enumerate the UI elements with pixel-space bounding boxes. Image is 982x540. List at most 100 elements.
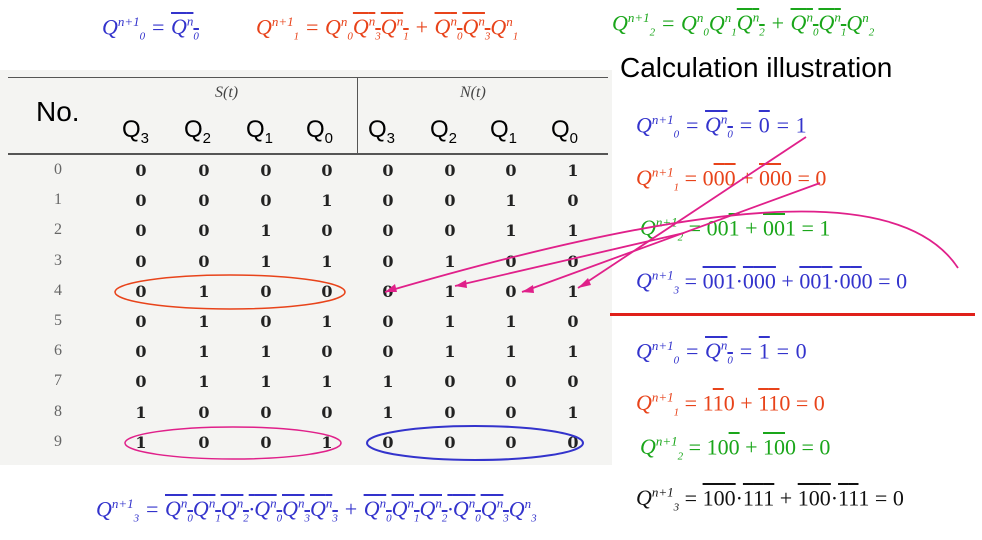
calc-lower-q2: Qn+12 = 100 + 100 = 0 (640, 434, 831, 463)
state-cell-s: 0 (321, 281, 333, 301)
state-cell-n: 0 (505, 402, 517, 422)
state-cell-n: 1 (505, 342, 517, 362)
state-cell-n: 0 (444, 402, 456, 422)
state-cell-s: 0 (198, 251, 210, 271)
state-cell-s: 0 (260, 402, 272, 422)
state-cell-s: 0 (135, 251, 147, 271)
state-cell-s: 0 (198, 432, 210, 452)
state-cell-n: 0 (505, 251, 517, 271)
eq-q0-top: Qn+10 = Qn0 (102, 14, 199, 43)
state-cell-s: 0 (198, 221, 210, 241)
group-label-s: S(t) (215, 84, 239, 101)
eq-q2-top: Qn+12 = Qn0Qn1Qn2 + Qn0Qn1Qn2 (612, 10, 875, 39)
state-cell-n: 1 (505, 221, 517, 241)
col-head-s-q1: Q1 (246, 116, 274, 147)
red-divider (610, 313, 975, 316)
col-head-n-q3: Q3 (368, 116, 396, 147)
col-head-s-q0: Q0 (306, 116, 334, 147)
state-cell-s: 0 (260, 281, 272, 301)
state-cell-n: 1 (444, 342, 456, 362)
eq-q3-bottom: Qn+13 = Qn0Qn1Qn2·Qn0Qn3Qn3 + Qn0Qn1Qn2·… (96, 496, 537, 525)
calc-lower-q1: Qn+11 = 110 + 110 = 0 (636, 390, 825, 419)
state-cell-s: 1 (260, 251, 272, 271)
state-cell-s: 1 (135, 432, 147, 452)
row-number: 0 (54, 161, 62, 178)
calc-upper-q0: Qn+10 = Qn0 = 0 = 1 (636, 112, 807, 141)
col-head-n-q2: Q2 (430, 116, 458, 147)
state-cell-n: 0 (382, 342, 394, 362)
state-cell-n: 0 (444, 191, 456, 211)
highlight-ellipse-row9-n (366, 425, 584, 461)
state-cell-s: 1 (321, 372, 333, 392)
state-cell-s: 0 (321, 161, 333, 180)
state-cell-n: 0 (567, 372, 579, 392)
state-cell-s: 0 (135, 161, 147, 180)
table-top-rule (8, 77, 608, 78)
row-number: 8 (54, 402, 62, 420)
state-cell-s: 0 (198, 161, 210, 180)
state-cell-n: 0 (382, 191, 394, 211)
col-head-s-q2: Q2 (184, 116, 212, 147)
state-cell-n: 1 (567, 281, 579, 301)
state-cell-s: 0 (135, 312, 147, 331)
highlight-ellipse-row9-s (124, 426, 342, 460)
state-cell-s: 0 (260, 432, 272, 452)
group-label-n: N(t) (460, 84, 486, 101)
arrow-heads (385, 278, 591, 293)
state-cell-n: 1 (567, 402, 579, 422)
state-cell-s: 0 (198, 402, 210, 422)
state-cell-n: 1 (444, 312, 456, 331)
col-head-n-q1: Q1 (490, 116, 518, 147)
state-cell-n: 0 (567, 312, 579, 331)
calc-title: Calculation illustration (620, 52, 893, 83)
state-cell-n: 0 (567, 191, 579, 211)
state-cell-s: 0 (321, 342, 333, 362)
state-cell-s: 0 (198, 191, 210, 211)
state-cell-n: 0 (505, 281, 517, 301)
state-cell-n: 1 (382, 372, 394, 392)
table-no-label: No. (36, 96, 80, 127)
row-number: 3 (54, 251, 62, 269)
state-cell-s: 0 (135, 221, 147, 241)
state-cell-s: 1 (198, 281, 210, 301)
state-cell-s: 0 (135, 372, 147, 392)
state-cell-s: 1 (260, 372, 272, 392)
row-number: 5 (54, 312, 62, 329)
state-cell-s: 0 (135, 191, 147, 211)
state-cell-s: 1 (198, 312, 210, 331)
state-cell-n: 0 (444, 372, 456, 392)
calc-upper-q1: Qn+11 = 000 + 000 = 0 (636, 165, 827, 194)
state-cell-n: 0 (505, 372, 517, 392)
row-number: 4 (54, 281, 62, 299)
state-cell-n: 0 (505, 161, 517, 180)
state-cell-n: 1 (444, 251, 456, 271)
state-cell-s: 0 (260, 191, 272, 211)
state-cell-s: 1 (321, 251, 333, 271)
state-cell-n: 0 (567, 432, 579, 452)
state-cell-n: 1 (505, 191, 517, 211)
state-cell-s: 1 (321, 191, 333, 211)
state-cell-n: 1 (444, 281, 456, 301)
col-head-n-q0: Q0 (551, 116, 579, 147)
state-cell-n: 0 (444, 161, 456, 180)
state-cell-s: 1 (321, 312, 333, 331)
state-cell-s: 0 (321, 402, 333, 422)
state-cell-n: 0 (505, 432, 517, 452)
row-number: 9 (54, 432, 62, 450)
row-number: 6 (54, 342, 62, 360)
eq-q1-top: Qn+11 = Qn0Qn3Qn1 + Qn0Qn3Qn1 (256, 14, 519, 43)
state-cell-s: 1 (198, 372, 210, 392)
state-cell-n: 0 (444, 432, 456, 452)
state-cell-n: 1 (382, 402, 394, 422)
state-cell-n: 1 (567, 342, 579, 362)
row-number: 1 (54, 191, 62, 209)
state-cell-n: 0 (382, 432, 394, 452)
calc-lower-q3: Qn+13 = 100·111 + 100·111 = 0 (636, 485, 904, 514)
calc-upper-q3: Qn+13 = 001·000 + 001·000 = 0 (636, 268, 908, 297)
state-cell-n: 0 (567, 251, 579, 271)
state-cell-n: 1 (567, 161, 579, 180)
calc-arrows (384, 136, 959, 293)
state-cell-n: 1 (505, 312, 517, 331)
state-cell-n: 0 (382, 161, 394, 180)
state-cell-s: 1 (198, 342, 210, 362)
